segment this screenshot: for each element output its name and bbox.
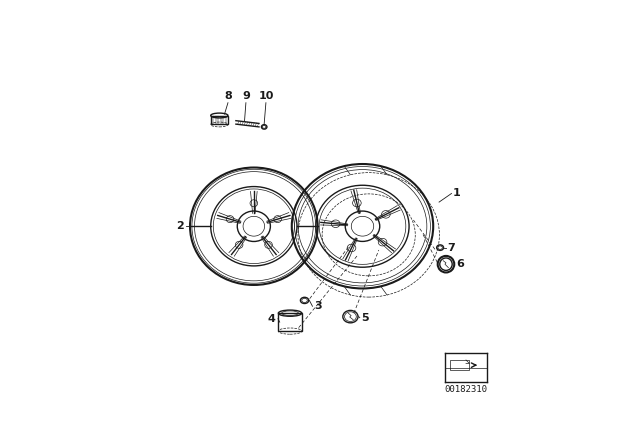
Text: 10: 10 xyxy=(258,90,273,101)
Text: 7: 7 xyxy=(447,243,455,253)
Text: 2: 2 xyxy=(176,221,184,231)
Text: 4: 4 xyxy=(268,314,276,324)
Text: 9: 9 xyxy=(242,90,250,101)
FancyBboxPatch shape xyxy=(451,360,469,370)
Text: 1: 1 xyxy=(453,189,461,198)
Text: 8: 8 xyxy=(224,90,232,101)
Text: 00182310: 00182310 xyxy=(445,385,488,394)
Bar xyxy=(278,313,302,331)
Bar xyxy=(211,116,228,125)
Text: 5: 5 xyxy=(362,313,369,323)
Text: 6: 6 xyxy=(456,259,464,269)
Text: 3: 3 xyxy=(314,301,322,311)
